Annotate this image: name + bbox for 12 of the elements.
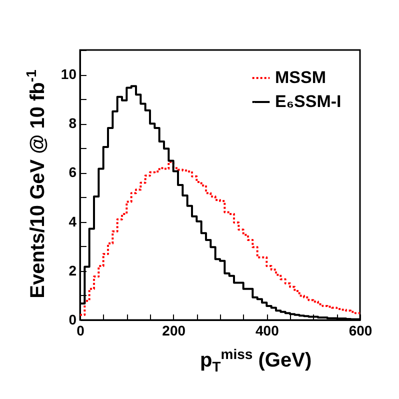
x-tick-label: 200 xyxy=(162,322,186,338)
y-tick-label: 2 xyxy=(68,262,77,278)
y-tick-label: 10 xyxy=(60,66,77,82)
legend-label: MSSM xyxy=(275,68,326,87)
y-tick-label: 4 xyxy=(68,213,77,230)
x-axis-title: p$_{T}$$^{miss}$ (GeV) xyxy=(200,346,312,375)
x-tick-label: 600 xyxy=(348,322,372,338)
y-tick-label: 0 xyxy=(68,312,77,328)
x-tick-label: 400 xyxy=(255,322,280,338)
y-tick-label: 8 xyxy=(68,115,77,132)
y-tick-label: 6 xyxy=(68,164,77,180)
legend-label: E₆SSM-I xyxy=(275,92,342,111)
